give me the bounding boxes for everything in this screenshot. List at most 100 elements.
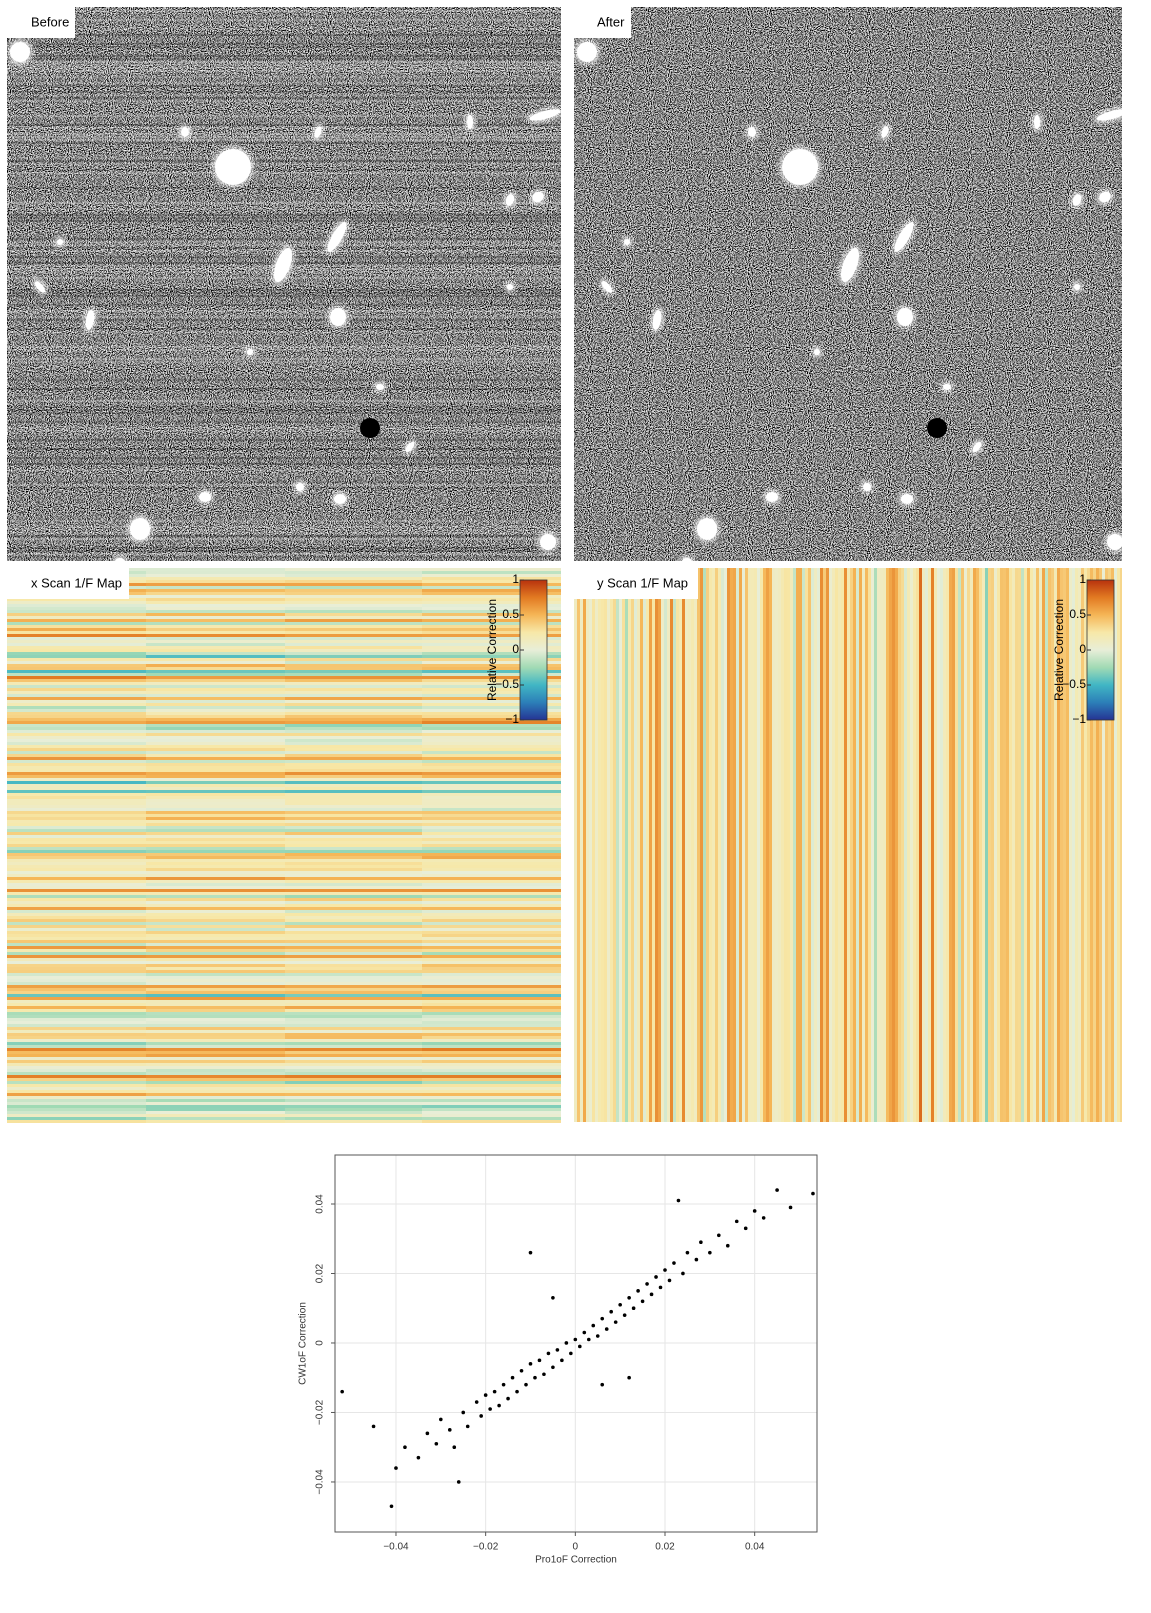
stripe — [7, 628, 146, 631]
stripe — [285, 733, 422, 736]
stripe — [422, 1042, 561, 1045]
stripe — [934, 568, 937, 1122]
stripe — [7, 1063, 146, 1066]
stripe — [422, 895, 561, 898]
stripe — [7, 550, 561, 552]
stripe — [285, 958, 422, 961]
stripe — [673, 568, 676, 1122]
stripe — [146, 856, 285, 859]
stripe — [422, 994, 561, 997]
stripe — [422, 736, 561, 739]
stripe — [285, 691, 422, 694]
stripe — [1117, 568, 1120, 1122]
stripe — [7, 610, 146, 613]
stripe — [422, 1003, 561, 1006]
stripe — [422, 1108, 561, 1111]
stripe — [7, 529, 561, 531]
stripe — [285, 688, 422, 691]
stripe — [422, 754, 561, 757]
stripe — [146, 853, 285, 856]
stripe — [7, 943, 146, 946]
stripe — [422, 883, 561, 886]
stripe — [285, 748, 422, 751]
stripe — [146, 652, 285, 655]
stripe — [422, 730, 561, 733]
point — [654, 1275, 658, 1279]
stripe — [7, 619, 146, 622]
stripe — [7, 598, 146, 601]
stripe — [285, 1090, 422, 1093]
point — [604, 1327, 609, 1331]
source — [697, 518, 717, 540]
stripe — [7, 880, 146, 883]
stripe — [7, 904, 146, 907]
stripe — [146, 730, 285, 733]
stripe — [7, 862, 146, 865]
stripe — [7, 895, 146, 898]
stripe — [422, 877, 561, 880]
source — [863, 483, 871, 491]
point — [672, 1261, 676, 1265]
stripe — [422, 778, 561, 781]
colorbar-tick-label: 0 — [512, 642, 519, 656]
stripe — [1072, 568, 1075, 1122]
stripe — [422, 1045, 561, 1048]
point — [699, 1240, 703, 1245]
stripe — [7, 607, 146, 610]
stripe — [422, 742, 561, 745]
stripe — [976, 568, 979, 1122]
stripe — [285, 955, 422, 958]
stripe — [146, 814, 285, 817]
stripe — [7, 613, 146, 616]
stripe — [7, 787, 146, 790]
colorbar-label: Relative Correction — [1052, 599, 1066, 701]
stripe — [946, 568, 949, 1122]
source — [529, 109, 561, 121]
stripe — [7, 43, 561, 45]
stripe — [1114, 568, 1117, 1122]
point — [663, 1268, 667, 1272]
stripe — [285, 946, 422, 949]
stripe — [955, 568, 958, 1122]
stripe — [607, 568, 610, 1122]
stripe — [739, 568, 742, 1122]
stripe — [7, 640, 146, 643]
point — [555, 1348, 560, 1352]
stripe — [146, 766, 285, 769]
stripe — [7, 538, 561, 540]
stripe — [285, 1012, 422, 1015]
stripe — [7, 919, 146, 922]
stripe — [422, 808, 561, 811]
stripe — [422, 1090, 561, 1093]
stripe — [943, 568, 946, 1122]
stripe — [886, 568, 889, 1122]
stripe — [422, 667, 561, 670]
stripe — [146, 613, 285, 616]
stripe — [7, 1117, 146, 1120]
stripe — [7, 604, 146, 607]
stripe — [285, 805, 422, 808]
stripe — [7, 139, 561, 141]
stripe — [700, 568, 703, 1122]
stripe — [146, 697, 285, 700]
stripe — [146, 883, 285, 886]
stripe — [146, 955, 285, 958]
stripe — [146, 1045, 285, 1048]
stripe — [146, 898, 285, 901]
stripe — [742, 568, 745, 1122]
stripe — [778, 568, 781, 1122]
stripe — [718, 568, 721, 1122]
point — [533, 1375, 537, 1380]
stripe — [146, 661, 285, 664]
stripe — [285, 784, 422, 787]
stripe — [146, 1108, 285, 1111]
stripe — [7, 316, 561, 318]
stripe — [146, 922, 285, 925]
panel-label: x Scan 1/F Map — [31, 575, 122, 590]
stripe — [7, 1111, 146, 1114]
stripe — [146, 1048, 285, 1051]
stripe — [285, 589, 422, 592]
stripe — [285, 754, 422, 757]
stripe — [7, 1048, 146, 1051]
stripe — [643, 568, 646, 1122]
